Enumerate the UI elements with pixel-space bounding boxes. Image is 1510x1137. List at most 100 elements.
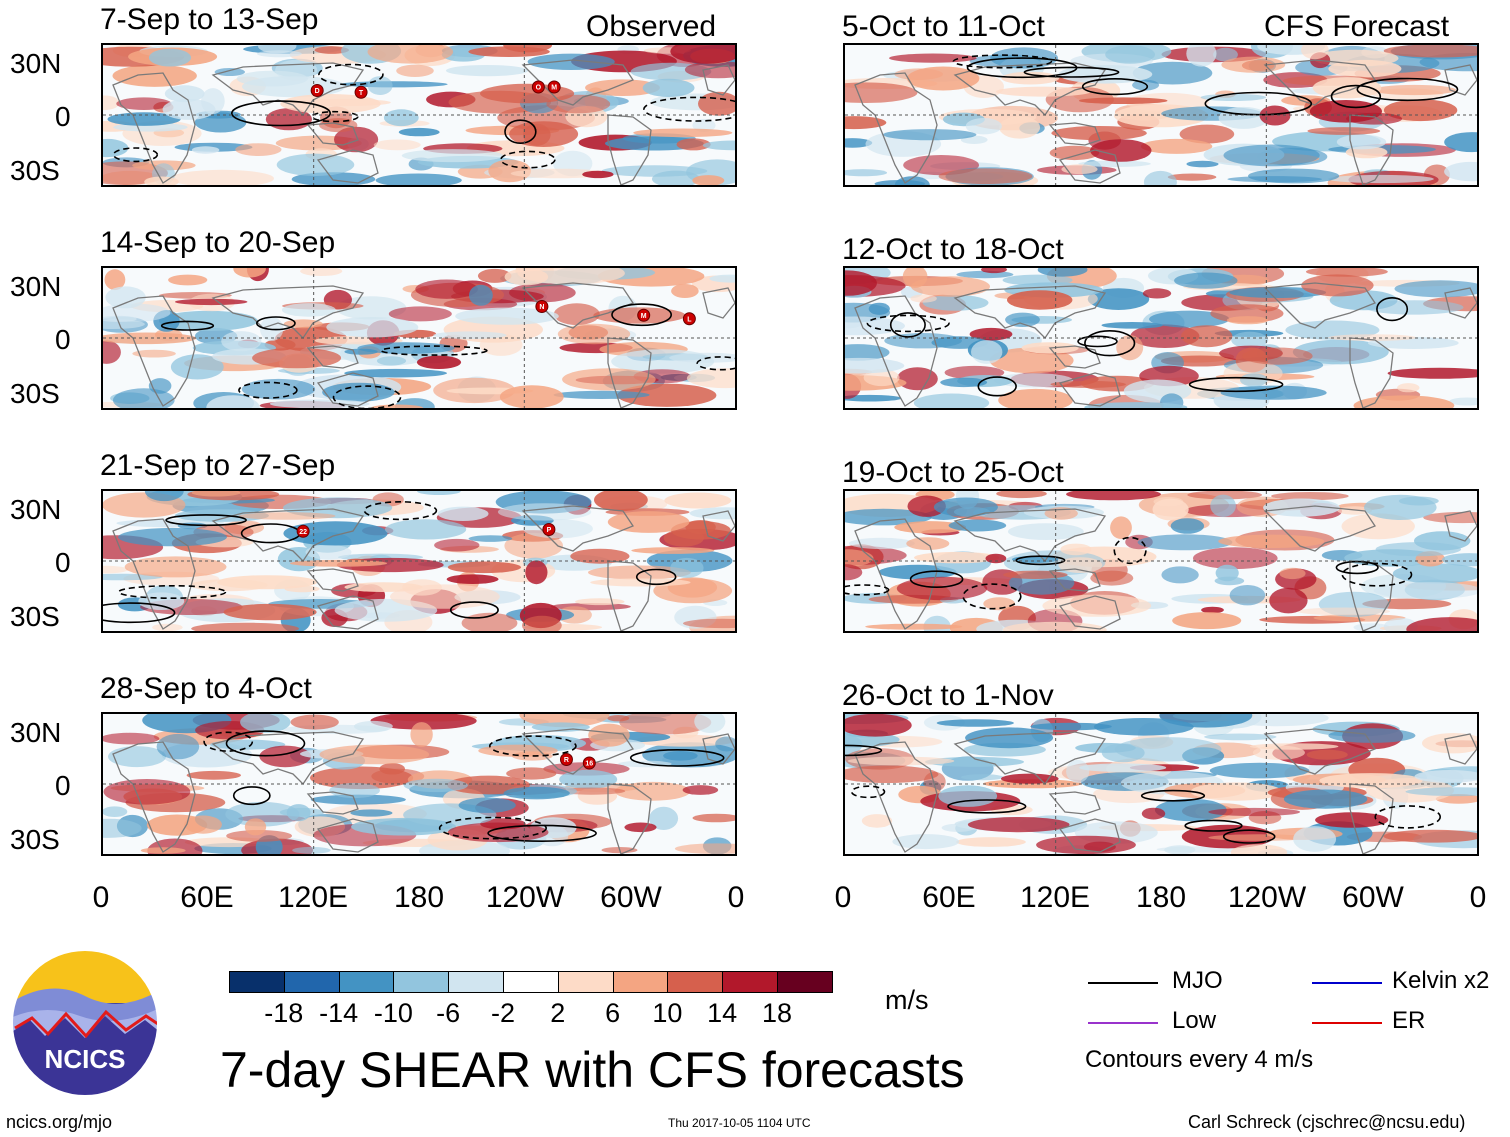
footer-url: ncics.org/mjo (6, 1112, 113, 1132)
legend-label-low: Low (1172, 1007, 1217, 1034)
colorbar-tick-label: 2 (550, 998, 566, 1028)
legend-line-kelvin (1312, 982, 1382, 984)
colorbar-tick-label: -14 (319, 998, 359, 1028)
map-panel-obs-2: N M L (101, 266, 737, 410)
lon-label-180: 180 (393, 881, 445, 914)
lat-label-30s: 30S (10, 824, 60, 855)
lat-label-30n: 30N (10, 271, 62, 302)
colorbar-tick-label: -2 (490, 998, 516, 1028)
lon-label-120w: 120W (485, 881, 565, 914)
storm-marker: O (531, 80, 545, 94)
observed-label: Observed (586, 10, 717, 43)
storm-label: L (687, 316, 692, 323)
map-graphic: N M L (103, 268, 735, 408)
lat-label-30s: 30S (10, 155, 60, 186)
storm-label: T (359, 90, 364, 97)
map-panel-obs-4: R 16 (101, 712, 737, 856)
panel-title-obs-4: 28-Sep to 4-Oct (100, 672, 312, 705)
panel-title-fc-3: 19-Oct to 25-Oct (842, 456, 1064, 489)
map-graphic: R 16 (103, 714, 735, 854)
colorbar-swatch (612, 971, 669, 993)
lon-label-60e: 60E (922, 881, 976, 914)
map-panel-obs-3: 22 P (101, 489, 737, 633)
storm-marker: R (559, 753, 573, 766)
map-graphic: 22 P (103, 491, 735, 631)
storm-label: O (536, 85, 542, 92)
legend-line-mjo (1088, 982, 1158, 984)
lat-label-30n: 30N (10, 717, 62, 748)
colorbar-swatch (448, 971, 504, 993)
storm-label: N (539, 304, 544, 311)
colorbar-swatch (229, 971, 285, 993)
colorbar-swatch (393, 971, 450, 993)
cfs-forecast-label: CFS Forecast (1264, 10, 1450, 43)
colorbar-swatch (777, 971, 833, 993)
colorbar-swatch (667, 971, 724, 993)
lon-label-120e: 120E (277, 881, 349, 914)
storm-label: P (547, 527, 552, 534)
storm-label: 22 (299, 529, 307, 536)
main-title: 7-day SHEAR with CFS forecasts (220, 1042, 965, 1098)
legend-note: Contours every 4 m/s (1085, 1046, 1314, 1073)
storm-label: 16 (585, 761, 593, 768)
panel-title-obs-2: 14-Sep to 20-Sep (100, 226, 336, 259)
panel-title-obs-1: 7-Sep to 13-Sep (100, 3, 319, 36)
colorbar-swatch (557, 971, 614, 993)
colorbar-swatch (283, 971, 340, 993)
storm-label: M (641, 313, 647, 320)
colorbar-units: m/s (885, 985, 929, 1015)
lon-label-60w: 60W (1342, 881, 1404, 914)
ncics-logo: NCICS (10, 948, 160, 1098)
legend-label-kelvin: Kelvin x2 (1392, 967, 1490, 994)
legend-label-mjo: MJO (1172, 967, 1223, 994)
colorbar-tick-label: -10 (373, 998, 413, 1028)
map-graphic (845, 491, 1477, 631)
legend-label-er: ER (1392, 1007, 1426, 1034)
ncics-logo-graphic: NCICS (11, 949, 159, 1097)
colorbar-tick-label: 14 (707, 998, 738, 1028)
storm-marker: M (547, 80, 561, 94)
colorbar-swatch (338, 971, 395, 993)
panel-title-fc-4: 26-Oct to 1-Nov (842, 679, 1054, 712)
lon-label-0-end: 0 (727, 881, 745, 914)
lat-label-eq: 0 (55, 547, 71, 578)
colorbar-swatch (503, 971, 559, 993)
legend-line-low (1088, 1022, 1158, 1024)
storm-marker: 22 (296, 524, 310, 538)
storm-marker: D (310, 84, 324, 97)
panel-title-obs-3: 21-Sep to 27-Sep (100, 449, 336, 482)
map-panel-fc-3 (843, 489, 1479, 633)
lon-label-0: 0 (92, 881, 110, 914)
lon-label-60e: 60E (180, 881, 234, 914)
lon-label-120w: 120W (1227, 881, 1307, 914)
colorbar-tick-label: 18 (761, 998, 793, 1028)
storm-label: R (564, 757, 569, 764)
map-graphic: D TO M (103, 45, 735, 185)
map-graphic (845, 268, 1477, 408)
lat-label-30n: 30N (10, 48, 62, 79)
lon-label-0-end: 0 (1469, 881, 1487, 914)
logo-text: NCICS (45, 1044, 126, 1074)
lat-label-30s: 30S (10, 601, 60, 632)
lat-label-30n: 30N (10, 494, 62, 525)
lon-label-0: 0 (834, 881, 852, 914)
legend-line-er (1312, 1022, 1382, 1024)
map-panel-fc-1 (843, 43, 1479, 187)
footer-timestamp: Thu 2017-10-05 1104 UTC (668, 1116, 811, 1130)
storm-marker: T (354, 85, 368, 99)
colorbar-swatch (722, 971, 778, 993)
colorbar-tick-label: -6 (436, 998, 461, 1028)
lon-label-60w: 60W (600, 881, 662, 914)
map-panel-fc-2 (843, 266, 1479, 410)
storm-label: M (551, 85, 557, 92)
panel-title-fc-1: 5-Oct to 11-Oct (842, 10, 1045, 43)
lat-label-eq: 0 (55, 101, 71, 132)
colorbar-tick-label: 6 (605, 998, 621, 1028)
map-graphic (845, 714, 1477, 854)
storm-marker: M (637, 308, 651, 322)
lon-label-120e: 120E (1019, 881, 1091, 914)
lat-label-30s: 30S (10, 378, 60, 409)
colorbar-tick-label: 10 (652, 998, 683, 1028)
colorbar-tick-label: -18 (264, 998, 304, 1028)
